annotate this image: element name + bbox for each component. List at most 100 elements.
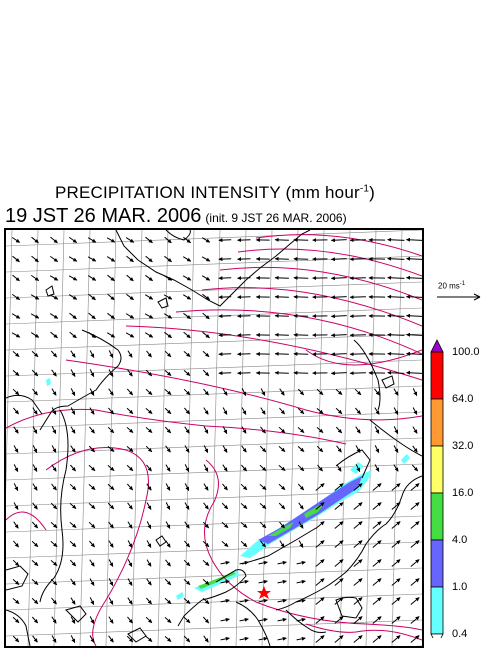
arrow-icon (349, 314, 366, 319)
arrow-icon (239, 617, 249, 622)
arrow-icon (355, 445, 361, 453)
arrow-icon (315, 616, 325, 624)
arrow-icon (89, 540, 95, 548)
arrow-icon (391, 616, 401, 624)
arrow-icon (393, 464, 399, 472)
arrow-icon (410, 521, 420, 529)
arrow-icon (51, 597, 57, 605)
arrow-icon (69, 503, 77, 509)
arrow-icon (107, 465, 115, 471)
arrow-icon (69, 331, 77, 339)
arrow-icon (335, 407, 343, 415)
arrow-icon (31, 540, 39, 548)
arrow-icon (353, 540, 363, 548)
arrow-icon (330, 295, 347, 300)
arrow-icon (165, 483, 171, 491)
arrow-icon (372, 521, 382, 529)
arrow-icon (165, 540, 171, 548)
arrow-icon (202, 597, 210, 605)
arrow-icon (184, 502, 190, 510)
arrow-icon (334, 502, 344, 510)
arrow-icon (51, 635, 57, 643)
arrow-icon (164, 426, 172, 434)
arrow-icon (258, 636, 268, 641)
arrow-icon (146, 559, 152, 567)
colorbar-level-label: 0.4 (452, 628, 468, 640)
arrow-icon (355, 464, 361, 472)
arrow-icon (68, 275, 78, 281)
arrow-icon (241, 426, 247, 434)
arrow-icon (274, 351, 289, 356)
arrow-icon (334, 616, 344, 624)
arrow-icon (164, 370, 172, 376)
arrow-icon (49, 313, 59, 319)
arrow-icon (183, 370, 191, 376)
arrow-icon (164, 636, 172, 642)
arrow-icon (258, 579, 268, 584)
arrow-icon (278, 483, 286, 491)
arrow-icon (89, 635, 95, 643)
arrow-icon (279, 540, 285, 548)
arrow-icon (353, 483, 363, 491)
arrow-icon (107, 426, 115, 434)
arrow-icon (184, 521, 190, 529)
arrow-icon (241, 464, 247, 472)
arrow-icon (296, 617, 306, 622)
arrow-icon (51, 616, 57, 624)
arrow-icon (126, 293, 134, 301)
arrow-icon (297, 446, 305, 452)
arrow-icon (107, 502, 115, 510)
arrow-icon (12, 616, 20, 624)
arrow-icon (13, 445, 19, 453)
arrow-icon (391, 540, 401, 548)
arrow-icon (334, 578, 344, 586)
arrow-icon (391, 521, 401, 529)
arrow-icon (298, 502, 304, 510)
arrow-icon (406, 313, 422, 318)
arrow-icon (49, 294, 59, 300)
arrow-icon (165, 464, 171, 472)
arrow-icon (354, 388, 362, 396)
arrow-icon (241, 445, 247, 453)
colorbar-box (430, 351, 444, 400)
arrow-icon (51, 407, 57, 415)
arrow-icon (13, 407, 19, 415)
arrow-icon (353, 597, 363, 605)
arrow-icon (335, 426, 343, 434)
arrow-icon (220, 579, 230, 584)
arrow-icon (165, 521, 171, 529)
arrow-icon (372, 616, 382, 624)
arrow-icon (315, 540, 325, 548)
arrow-icon (126, 427, 134, 433)
arrow-icon (31, 255, 39, 263)
arrow-icon (108, 578, 114, 586)
arrow-icon (202, 369, 210, 377)
arrow-icon (108, 407, 114, 415)
arrow-icon (277, 636, 287, 641)
vector-reference-label: 20 ms-1 (438, 281, 465, 291)
arrow-icon (69, 483, 77, 491)
arrow-icon (406, 275, 422, 280)
arrow-icon (277, 579, 287, 584)
arrow-icon (317, 464, 323, 472)
arrow-icon (88, 312, 96, 320)
arrow-icon (106, 237, 116, 243)
arrow-icon (32, 388, 38, 396)
arrow-icon (108, 388, 114, 396)
arrow-icon (31, 579, 39, 585)
arrow-icon (88, 331, 96, 339)
arrow-icon (372, 635, 382, 643)
arrow-icon (279, 521, 285, 529)
arrow-icon (258, 560, 268, 565)
arrow-icon (203, 445, 209, 453)
arrow-icon (240, 540, 248, 548)
meridian-line (53, 230, 65, 646)
arrow-icon (387, 313, 405, 318)
arrow-icon (126, 255, 134, 263)
arrow-icon (12, 237, 21, 243)
colorbar-level-label: 16.0 (452, 487, 474, 499)
arrow-icon (51, 369, 57, 377)
arrow-icon (89, 388, 95, 396)
arrow-icon (410, 502, 420, 510)
arrow-icon (387, 294, 405, 299)
